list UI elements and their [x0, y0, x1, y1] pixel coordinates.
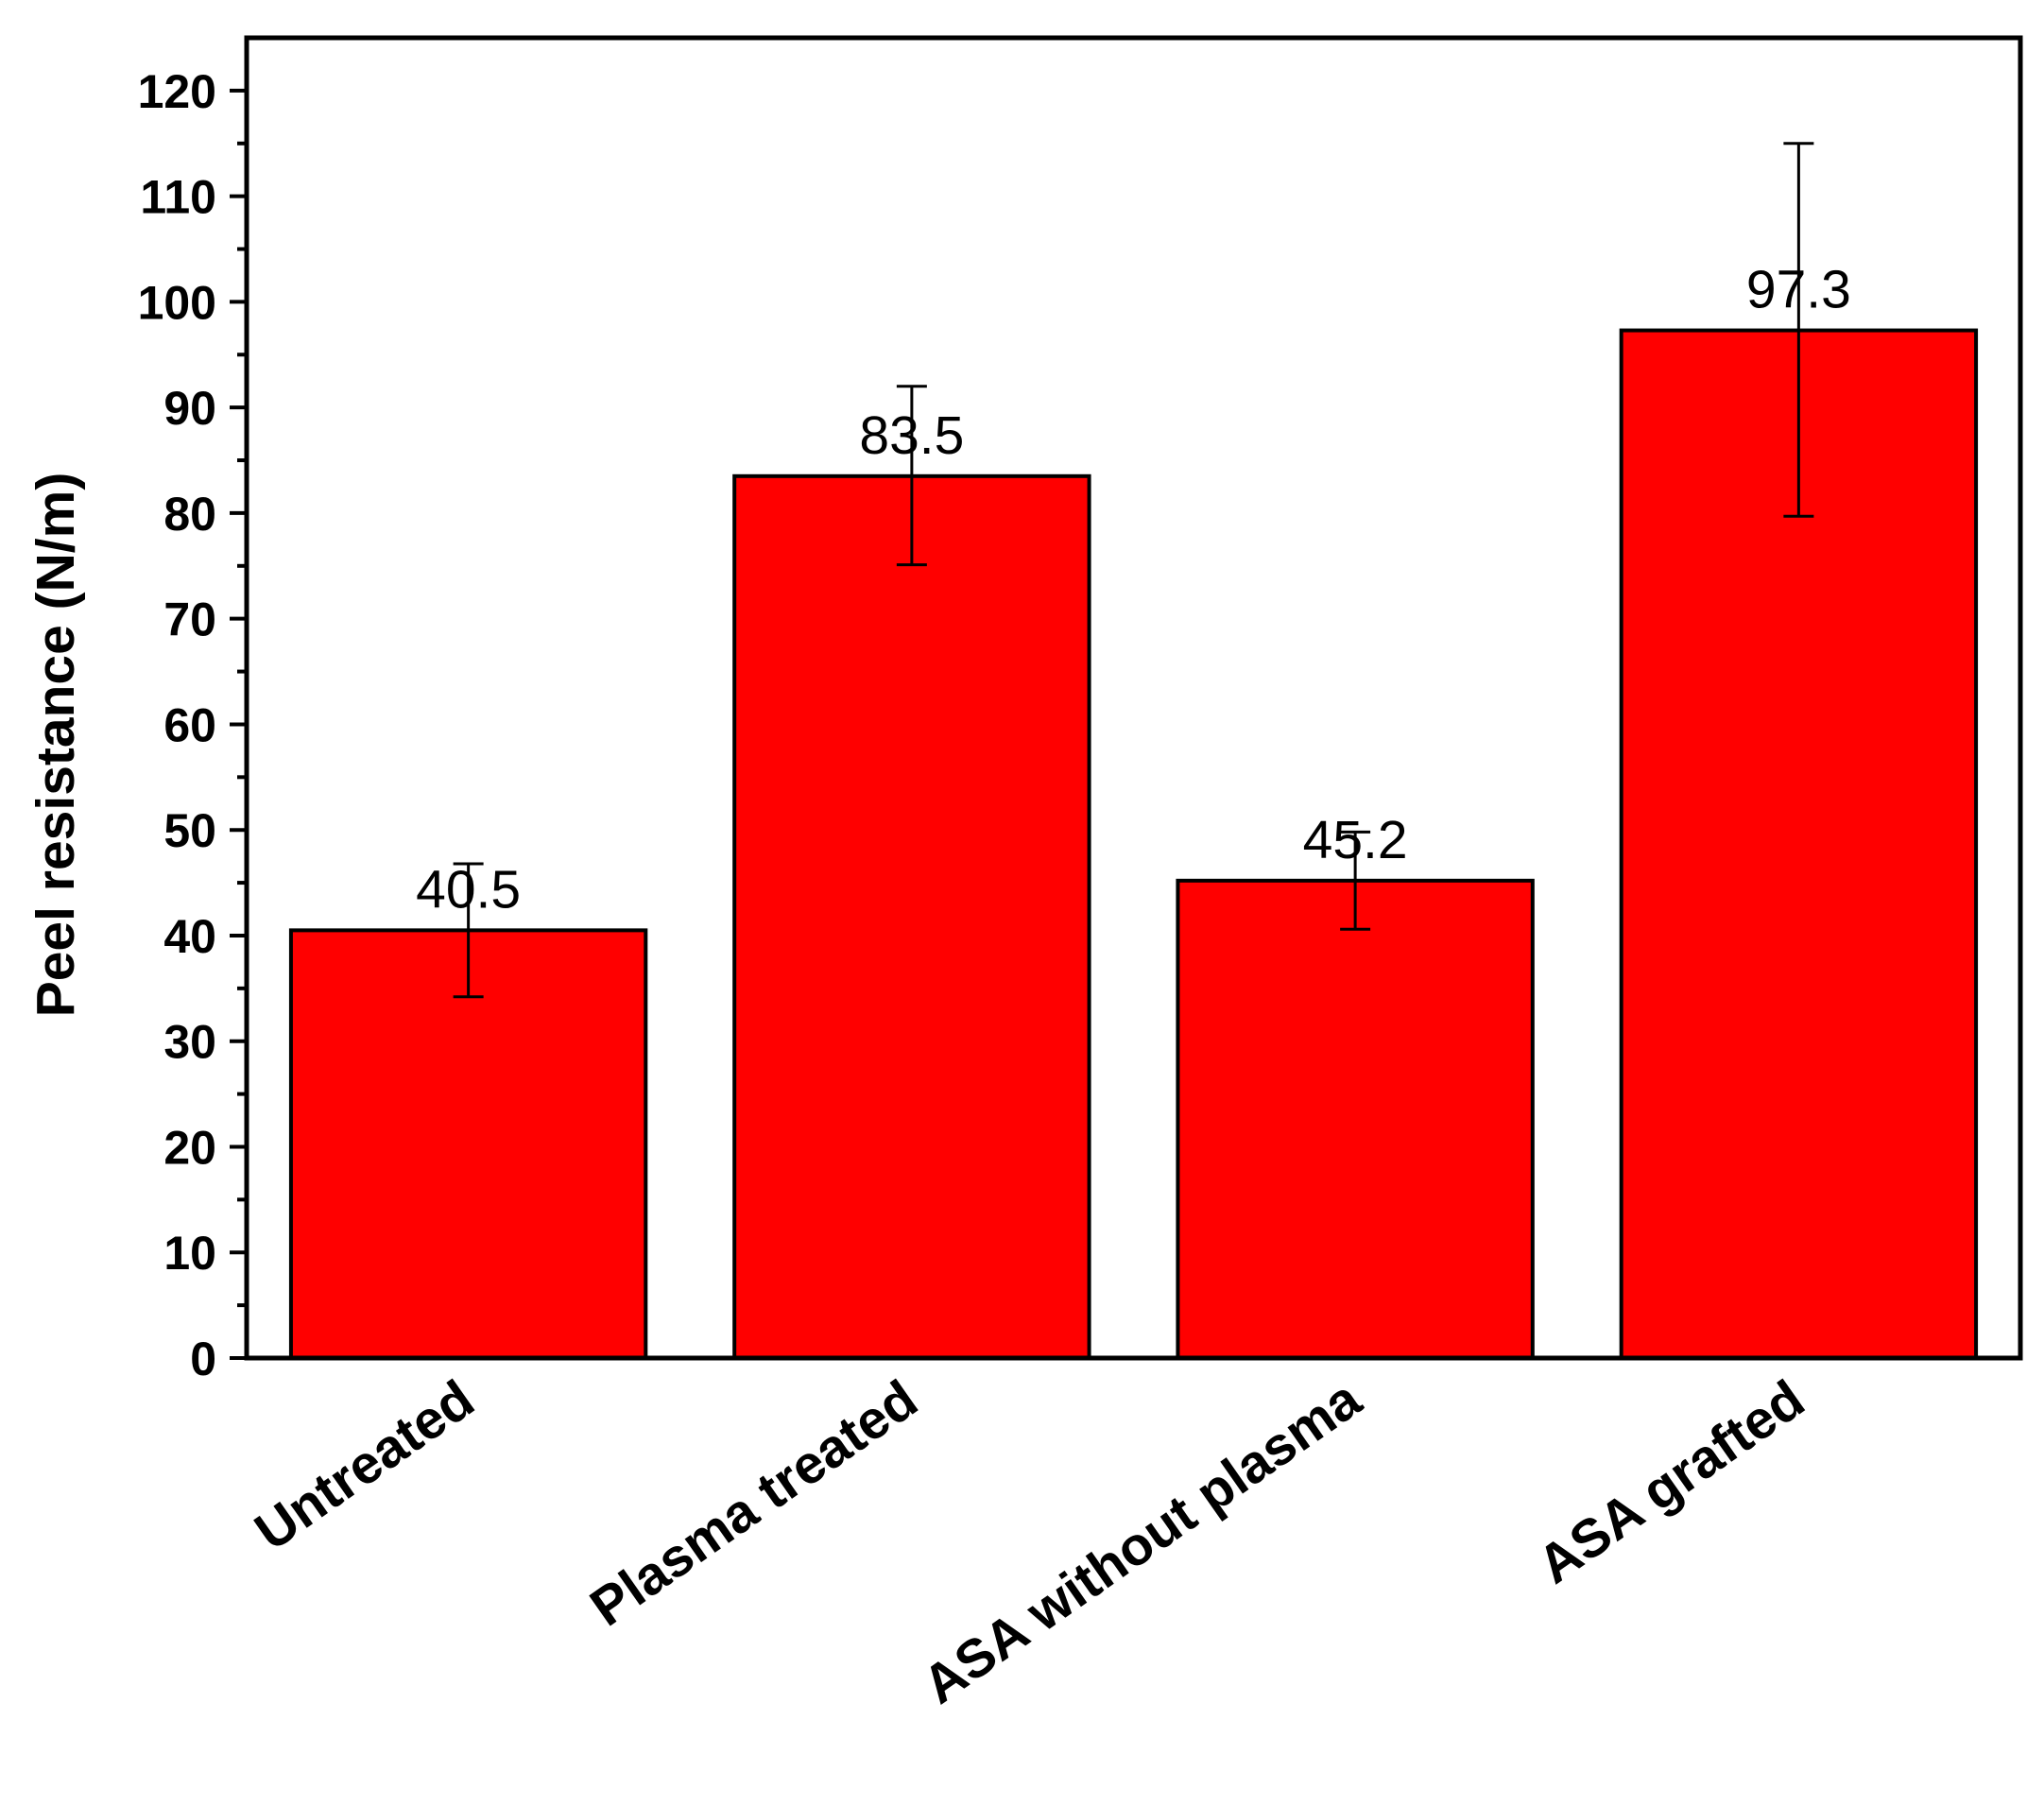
y-tick-label-30: 30 — [163, 1016, 216, 1069]
error-bar-2 — [896, 385, 927, 567]
y-tick-label-100: 100 — [138, 276, 216, 329]
category-label-3: ASA without plasma — [912, 1367, 1372, 1715]
y-tick-label-60: 60 — [163, 698, 216, 751]
bars-layer — [288, 328, 1979, 1360]
y-tick-label-0: 0 — [190, 1333, 216, 1385]
data-label-4: 97.3 — [1746, 260, 1851, 320]
data-labels-layer: 40.5 83.5 45.2 97.3 — [416, 260, 1851, 920]
y-tick-label-10: 10 — [163, 1227, 216, 1280]
category-label-4: ASA grafted — [1527, 1368, 1815, 1595]
y-tick-label-70: 70 — [163, 593, 216, 646]
y-axis: 0 10 20 30 40 50 60 70 80 90 100 110 120 — [138, 65, 247, 1385]
data-label-2: 83.5 — [859, 405, 964, 466]
y-tick-label-40: 40 — [163, 910, 216, 963]
error-bars-layer — [453, 142, 1814, 999]
error-bar-4 — [1783, 142, 1814, 518]
data-label-1: 40.5 — [416, 859, 521, 920]
y-tick-label-20: 20 — [163, 1121, 216, 1174]
bar-3 — [1176, 878, 1535, 1360]
y-axis-title: Peel resistance (N/m) — [26, 473, 86, 1018]
y-tick-label-120: 120 — [138, 65, 216, 118]
y-tick-label-90: 90 — [163, 382, 216, 435]
category-label-2: Plasma treated — [579, 1368, 928, 1638]
category-label-1: Untreated — [244, 1368, 485, 1562]
y-tick-label-50: 50 — [163, 804, 216, 857]
bar-2 — [732, 473, 1091, 1360]
plot-frame — [244, 35, 2023, 1361]
bar-1 — [288, 928, 648, 1360]
error-bar-1 — [453, 862, 484, 999]
data-label-3: 45.2 — [1303, 810, 1408, 870]
y-tick-label-110: 110 — [140, 171, 216, 224]
y-tick-label-80: 80 — [163, 488, 216, 541]
error-bar-3 — [1340, 830, 1371, 931]
